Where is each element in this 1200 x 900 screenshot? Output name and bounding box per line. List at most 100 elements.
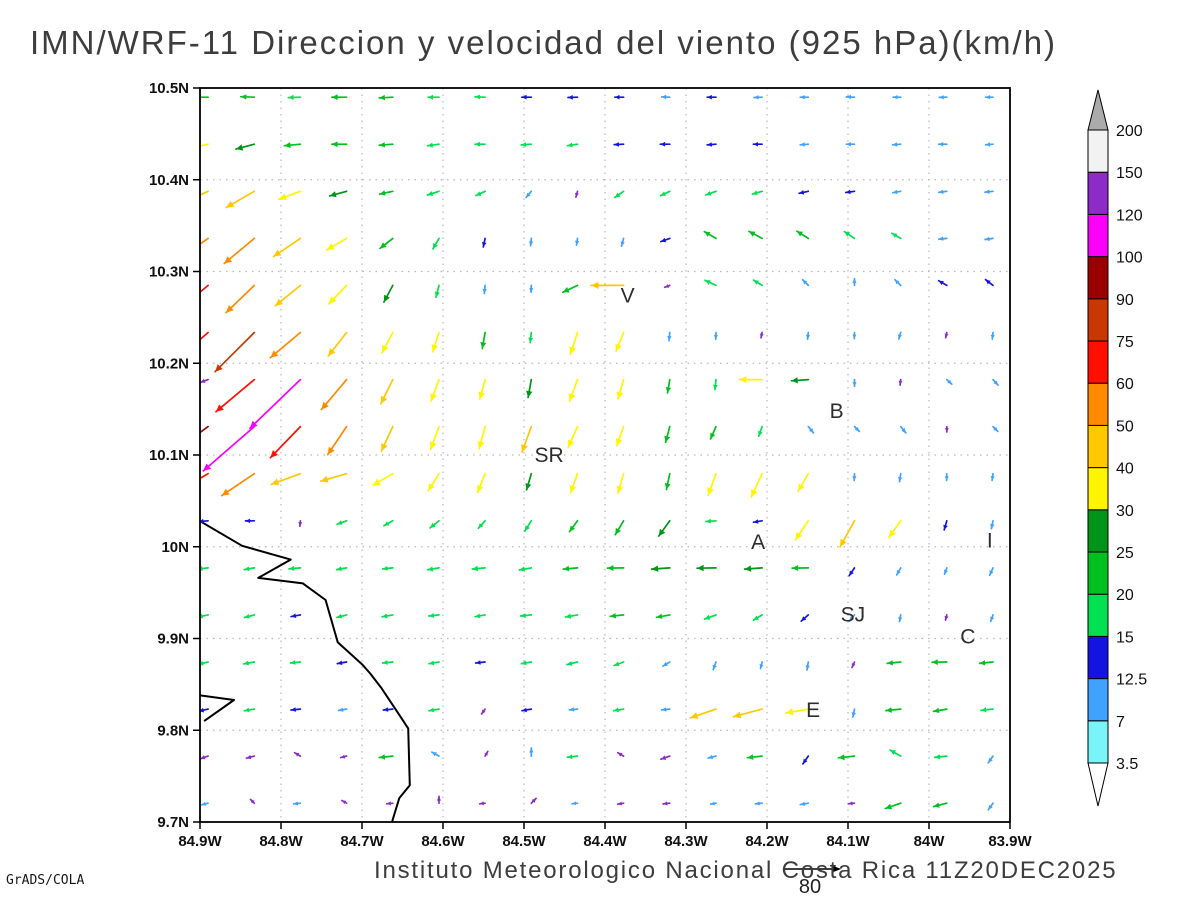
wind-arrow-head [845,189,851,195]
wind-arrow-head [887,660,893,666]
wind-arrow-head [482,242,487,247]
wind-arrow-head [664,435,671,443]
wind-arrow-head [667,335,672,341]
wind-arrow-head [651,565,659,572]
wind-arrow-head [181,198,189,204]
wind-arrow-head [614,661,620,667]
wind-arrow-head [478,391,485,400]
wind-arrow-head [990,334,995,340]
coastline [200,520,411,822]
wind-arrow-head [852,476,857,481]
x-tick-label: 84.3W [664,833,708,850]
wind-arrow-head [990,476,995,481]
wind-arrow-head [754,95,759,100]
wind-arrow-head [990,523,995,529]
x-tick-label: 84.1W [826,833,870,850]
wind-arrow-head [291,707,296,712]
wind-arrow-head [755,801,760,806]
colorbar-segment [1087,213,1109,258]
wind-arrow-head [898,380,903,385]
wind-arrow-head [944,615,949,621]
wind-arrow-head [383,707,389,712]
wind-arrow-head [522,707,527,713]
colorbar-tick-label: 3.5 [1116,756,1138,773]
colorbar-segment [1087,678,1109,722]
wind-arrow-head [372,478,381,486]
grads-credit: GrADS/COLA [6,873,85,888]
wind-arrow-head [591,281,599,289]
wind-arrow-head [569,525,575,532]
wind-arrow-head [660,237,667,243]
wind-arrow-head [203,463,212,471]
wind-arrow-head [200,707,205,713]
wind-arrow-head [985,142,991,147]
colorbar-segment [1087,593,1109,637]
wind-arrow-head [427,566,434,572]
wind-arrow-head [320,475,329,483]
wind-arrow-head [713,384,718,390]
wind-arrow-head [244,614,250,619]
wind-arrow-head [894,279,900,285]
wind-arrow-head [809,428,814,433]
wind-arrow-head [427,142,433,148]
colorbar-tick-label: 40 [1116,461,1134,478]
wind-arrow-head [705,518,711,524]
wind-arrow-head [753,519,759,524]
wind-arrow-head [979,660,986,666]
wind-arrow-head [188,144,195,151]
wind-arrow-head [245,518,251,524]
wind-arrow-head [891,233,898,238]
wind-arrow-head [614,94,620,100]
colorbar-tick-label: 7 [1116,714,1125,731]
reference-vector: 80 [785,865,841,898]
wind-arrow-head [752,190,758,196]
wind-arrow-head [944,476,949,481]
wind-arrow-head [988,757,993,763]
colorbar-tick-label: 150 [1116,165,1143,182]
wind-arrow-head [980,707,987,713]
x-tick-label: 84.4W [583,833,627,850]
wind-arrow-head [799,190,805,195]
wind-arrow-head [615,343,622,352]
wind-arrow-shaft [200,331,209,341]
colorbar-segment [1087,340,1109,384]
wind-arrow-head [475,660,481,665]
wind-arrow-head [178,253,186,260]
colorbar-segment [1087,171,1109,215]
wind-arrow-head [802,279,808,285]
wind-arrow-head [664,483,671,490]
wind-arrow-head [660,191,666,196]
colorbar-segment [1087,424,1109,469]
wind-arrow-head [382,613,388,619]
wind-arrow-head [472,565,478,572]
wind-arrow-head [291,613,297,618]
wind-arrow-shaft [200,614,209,618]
wind-arrow-head [329,191,337,198]
wind-arrow-head [615,527,621,535]
wind-arrow-head [801,616,807,622]
wind-arrow-head [524,525,530,532]
wind-arrow-head [569,485,577,493]
wind-arrow-head [336,613,343,619]
wind-arrow-head [201,801,207,806]
wind-arrow-head [984,189,990,194]
wind-arrow-head [386,801,391,806]
wind-arrow-head [800,95,805,100]
wind-arrow-head [243,660,249,666]
wind-arrow-head [707,94,712,100]
wind-arrow-head [747,754,754,760]
wind-arrow-head [852,382,857,387]
wind-arrow-head [481,709,486,714]
wind-arrow-head [519,566,525,572]
wind-arrow-head [568,393,576,402]
wind-arrow-head [572,801,577,806]
wind-arrow-head [526,390,533,398]
station-label: SR [535,444,564,467]
wind-arrow-head [383,294,390,303]
wind-arrow-head [273,249,282,257]
wind-arrow-head [733,711,742,719]
wind-arrow-head [664,284,670,288]
wind-arrow-head [427,191,434,196]
wind-arrow-head [656,613,663,619]
wind-arrow-head [429,660,435,666]
